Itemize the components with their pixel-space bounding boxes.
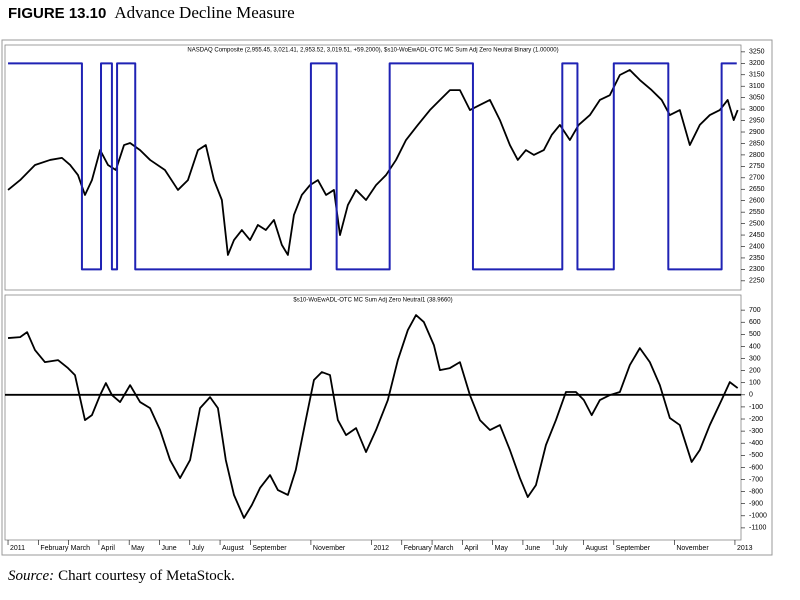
y-tick-label: 2250	[749, 278, 765, 285]
y-tick-label: 2700	[749, 175, 765, 182]
y-tick-label: 3050	[749, 95, 765, 102]
y-tick-label: 300	[749, 355, 761, 362]
x-tick-label: November	[676, 545, 709, 552]
y-tick-label: 2750	[749, 163, 765, 170]
panel-title: $s10-WoEwADL-OTC MC Sum Adj Zero Neutral…	[293, 298, 452, 304]
y-tick-label: 2300	[749, 266, 765, 273]
x-tick-label: May	[131, 545, 145, 552]
source-text: Chart courtesy of MetaStock.	[58, 568, 235, 584]
y-tick-label: 2900	[749, 129, 765, 136]
figure-title: Advance Decline Measure	[114, 3, 295, 22]
x-tick-label: November	[313, 545, 346, 552]
y-tick-label: 2650	[749, 186, 765, 193]
x-tick-label: February	[40, 545, 69, 552]
x-tick-label: 2012	[373, 545, 389, 552]
x-tick-label: March	[71, 545, 91, 552]
y-tick-label: -1000	[749, 513, 767, 520]
panel-frame	[4, 294, 742, 541]
y-tick-label: 2550	[749, 209, 765, 216]
y-tick-label: 3200	[749, 60, 765, 67]
x-tick-label: February	[404, 545, 433, 552]
x-tick-label: August	[586, 545, 608, 552]
x-tick-label: September	[616, 545, 651, 552]
panel-title: NASDAQ Composite (2,955.45, 3,021.41, 2,…	[187, 48, 558, 54]
y-tick-label: -300	[749, 428, 763, 435]
y-tick-label: 2350	[749, 255, 765, 262]
y-tick-label: 3100	[749, 83, 765, 90]
x-tick-label: March	[434, 545, 454, 552]
x-tick-label: May	[495, 545, 509, 552]
figure-header: FIGURE 13.10 Advance Decline Measure	[8, 3, 295, 23]
y-tick-label: 700	[749, 307, 761, 314]
y-tick-label: -400	[749, 440, 763, 447]
y-tick-label: 200	[749, 367, 761, 374]
source-note: Source: Chart courtesy of MetaStock.	[8, 568, 235, 585]
x-tick-label: September	[252, 545, 287, 552]
x-tick-label: 2011	[10, 545, 25, 552]
series-line	[8, 62, 737, 271]
y-tick-label: 500	[749, 331, 761, 338]
x-tick-label: July	[555, 545, 568, 552]
source-label: Source:	[8, 568, 55, 584]
y-tick-label: 100	[749, 380, 761, 387]
y-tick-label: 0	[749, 392, 753, 399]
y-tick-label: 2500	[749, 220, 765, 227]
y-tick-label: 3250	[749, 49, 765, 56]
y-tick-label: -600	[749, 464, 763, 471]
y-tick-label: -500	[749, 452, 763, 459]
y-tick-label: 400	[749, 343, 761, 350]
x-tick-label: June	[525, 545, 540, 552]
y-tick-label: -1100	[749, 525, 766, 532]
y-tick-label: 2600	[749, 198, 765, 205]
y-tick-label: 2400	[749, 243, 765, 250]
chart-frame	[1, 39, 773, 556]
y-tick-label: -700	[749, 476, 763, 483]
y-tick-label: 3000	[749, 106, 765, 113]
x-tick-label: 2013	[737, 545, 753, 552]
y-tick-label: 2850	[749, 140, 765, 147]
series-line	[7, 314, 739, 519]
y-tick-label: -100	[749, 404, 763, 411]
y-tick-label: 600	[749, 319, 761, 326]
y-tick-label: 2950	[749, 117, 765, 124]
x-tick-label: July	[192, 545, 205, 552]
panel-frame	[4, 44, 742, 291]
y-tick-label: -800	[749, 488, 763, 495]
x-tick-label: August	[222, 545, 244, 552]
figure-label: FIGURE 13.10	[8, 5, 107, 22]
chart: NASDAQ Composite (2,955.45, 3,021.41, 2,…	[1, 39, 773, 556]
x-tick-label: April	[101, 545, 115, 552]
y-tick-label: -200	[749, 416, 763, 423]
x-tick-label: April	[464, 545, 478, 552]
y-tick-label: -900	[749, 501, 763, 508]
series-line	[7, 69, 739, 256]
y-tick-label: 2800	[749, 152, 765, 159]
y-tick-label: 2450	[749, 232, 765, 239]
y-tick-label: 3150	[749, 72, 765, 79]
x-tick-label: June	[161, 545, 176, 552]
